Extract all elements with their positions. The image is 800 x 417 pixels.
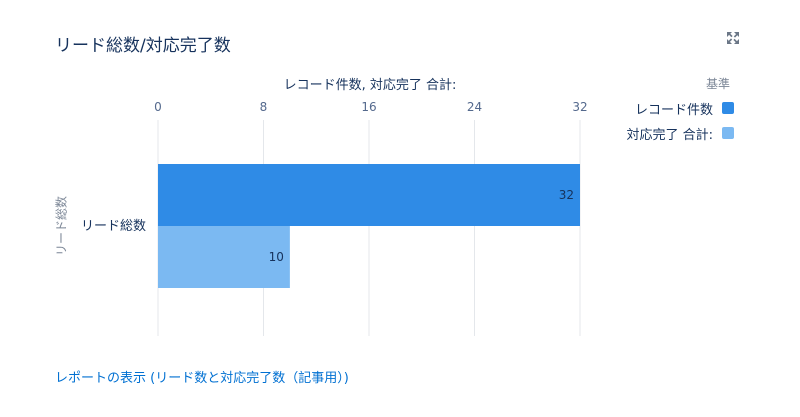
legend-swatch [722,127,734,139]
legend-item-record-count[interactable]: レコード件数 [590,99,734,118]
y-category-label: リード総数 [81,219,146,234]
bar-data-label: 32 [559,188,574,202]
legend-title: 基準 [705,77,730,91]
x-tick-label: 16 [361,100,376,114]
legend-item-completed-sum[interactable]: 対応完了 合計: [590,124,734,143]
legend-label: レコード件数 [634,102,713,118]
widget-title: リード総数/対応完了数 [55,36,231,56]
legend-swatch [722,102,734,114]
x-tick-label: 8 [260,100,268,114]
x-tick-label: 24 [467,100,482,114]
bar [158,226,290,288]
legend-label: 対応完了 合計: [626,127,713,143]
x-tick-label: 32 [572,100,587,114]
view-report-link[interactable]: レポートの表示 (リード数と対応完了数（記事用）) [55,371,349,386]
expand-icon[interactable] [724,29,742,47]
bar [158,164,580,226]
x-axis-title: レコード件数, 対応完了 合計: [283,78,457,93]
bar-data-label: 10 [269,250,284,264]
x-tick-label: 0 [154,100,162,114]
